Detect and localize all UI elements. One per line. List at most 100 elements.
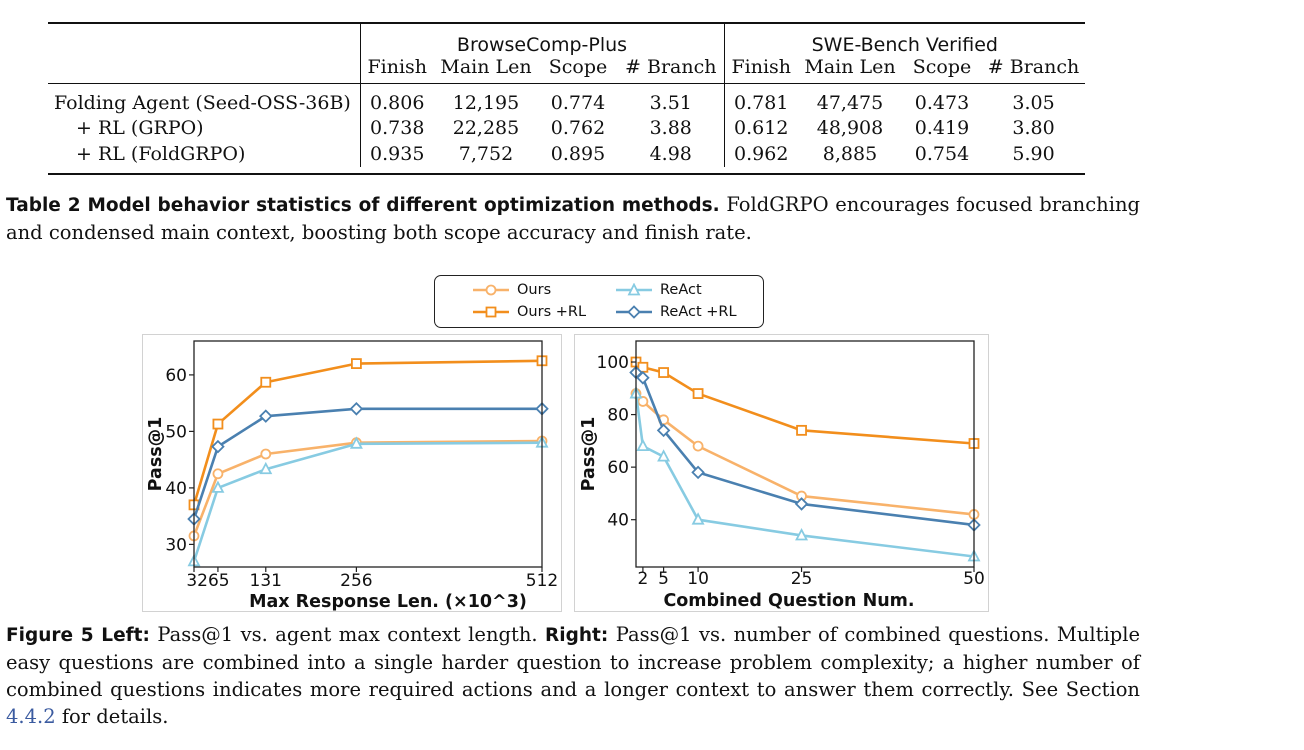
figure-caption-right-label: Right: — [545, 625, 609, 646]
data-point — [636, 371, 650, 385]
data-point — [211, 480, 225, 493]
table-row: Folding Agent (Seed-OSS-36B) 0.806 12,19… — [48, 90, 1085, 116]
table-cell: 48,908 — [816, 117, 884, 140]
data-point — [795, 528, 809, 541]
circle-marker-icon — [473, 284, 509, 296]
table-cell: 0.806 — [370, 91, 425, 114]
stats-table: BrowseComp-Plus SWE-Bench Verified Finis… — [48, 24, 1086, 167]
col-header-scope: Scope — [548, 56, 608, 78]
data-point — [212, 468, 224, 480]
table-cell: 47,475 — [816, 91, 884, 114]
table-cell: 5.90 — [1012, 142, 1055, 165]
data-point — [691, 512, 705, 525]
table-cell: 8,885 — [822, 142, 878, 165]
table-cell: 0.738 — [370, 117, 425, 140]
y-axis-label: Pass@1 — [146, 417, 166, 492]
y-tick-label: 100 — [597, 353, 629, 373]
y-tick-label: 30 — [165, 535, 187, 555]
figure-caption: Figure 5 Left: Pass@1 vs. agent max cont… — [6, 623, 1140, 728]
data-point — [794, 497, 809, 511]
data-point — [658, 367, 669, 378]
data-point — [657, 449, 671, 462]
data-point — [796, 424, 807, 436]
legend-item-ours: Ours — [473, 279, 551, 301]
table-cell: 0.781 — [734, 91, 789, 114]
y-tick-label: 50 — [165, 422, 187, 442]
y-tick-label: 60 — [607, 458, 629, 478]
table-cell: 22,285 — [452, 117, 520, 140]
y-tick-label: 80 — [607, 406, 629, 426]
data-point — [692, 440, 704, 452]
row-label: Folding Agent (Seed-OSS-36B) — [48, 90, 361, 116]
data-point — [692, 388, 704, 399]
figure-frame — [142, 334, 562, 612]
series-line — [634, 393, 975, 558]
col-header-scope: Scope — [912, 56, 972, 78]
square-marker-icon — [473, 306, 509, 318]
data-point — [349, 402, 364, 416]
row-label: + RL (FoldGRPO) — [48, 141, 361, 167]
table-cell: 0.612 — [734, 117, 789, 140]
x-tick-label: 512 — [526, 571, 558, 591]
y-tick-label: 40 — [607, 511, 629, 531]
right-line-chart: 40 60 80 100 2 5 10 25 50 Combined Question Num. P… — [574, 334, 989, 612]
table-row: + RL (GRPO) 0.738 22,285 0.762 3.88 0.61… — [48, 115, 1085, 141]
plot-area — [635, 340, 975, 568]
x-axis-label: Max Response Len. (×10^3) — [249, 592, 527, 612]
table-top-rule — [48, 22, 1085, 24]
col-header-finish: Finish — [367, 56, 428, 78]
data-point — [350, 358, 362, 370]
data-point — [656, 423, 671, 438]
table-caption-label: Table 2 Model behavior statistics of dif… — [6, 195, 720, 216]
col-header-branch: # Branch — [987, 56, 1080, 78]
data-point — [637, 396, 649, 407]
table-cell: 0.419 — [914, 117, 970, 140]
x-tick-label: 2 — [637, 569, 648, 589]
table-cell: 0.774 — [550, 91, 606, 114]
group-header-swebench: SWE-Bench Verified — [811, 34, 998, 56]
table-cell: 12,195 — [452, 91, 520, 114]
y-tick-label: 60 — [165, 366, 187, 386]
data-point — [212, 418, 224, 430]
legend-label: Ours — [517, 282, 552, 298]
legend-item-react-rl: ReAct +RL — [616, 301, 737, 323]
col-header-finish: Finish — [731, 56, 792, 78]
legend-label: ReAct — [660, 282, 702, 298]
group-header-browsecomp: BrowseComp-Plus — [360, 24, 725, 56]
legend-item-ours-rl: Ours +RL — [473, 301, 586, 323]
chart-legend: Ours Ours +RL ReAct ReAct +RL — [434, 275, 764, 328]
data-point — [211, 439, 225, 454]
data-point — [260, 448, 272, 460]
data-point — [636, 438, 650, 452]
y-tick-label: 40 — [165, 479, 187, 499]
legend-item-react: ReAct — [616, 279, 702, 301]
table-corner — [48, 24, 361, 56]
col-header-main-len: Main Len — [804, 56, 896, 78]
table-cell: 7,752 — [458, 142, 514, 165]
table-caption: Table 2 Model behavior statistics of dif… — [6, 191, 1140, 246]
x-tick-label: 25 — [791, 569, 813, 589]
data-point — [349, 436, 363, 449]
legend-label: ReAct +RL — [660, 304, 737, 320]
y-axis-label: Pass@1 — [579, 417, 599, 492]
x-tick-label: 5 — [658, 569, 669, 589]
x-tick-label: 131 — [250, 571, 282, 591]
plot-area — [193, 340, 543, 568]
results-table: BrowseComp-Plus SWE-Bench Verified Finis… — [48, 22, 1086, 175]
data-point — [259, 461, 273, 475]
legend-label: Ours +RL — [517, 304, 587, 320]
table-row: + RL (FoldGRPO) 0.935 7,752 0.895 4.98 0… — [48, 141, 1085, 167]
table-bottom-rule — [48, 172, 1085, 175]
table-cell: 4.98 — [618, 141, 725, 167]
data-point — [691, 465, 705, 480]
x-tick-label: 10 — [687, 569, 709, 589]
table-cell: 3.05 — [1012, 91, 1055, 114]
table-cell: 3.51 — [618, 90, 725, 116]
x-axis-label: Combined Question Num. — [663, 591, 914, 611]
col-header-branch: # Branch — [618, 56, 725, 84]
table-cell: 3.88 — [618, 115, 725, 141]
section-link[interactable]: 4.4.2 — [6, 705, 56, 728]
table-cell: 3.80 — [1012, 117, 1055, 140]
table-cell: 0.895 — [550, 142, 606, 165]
